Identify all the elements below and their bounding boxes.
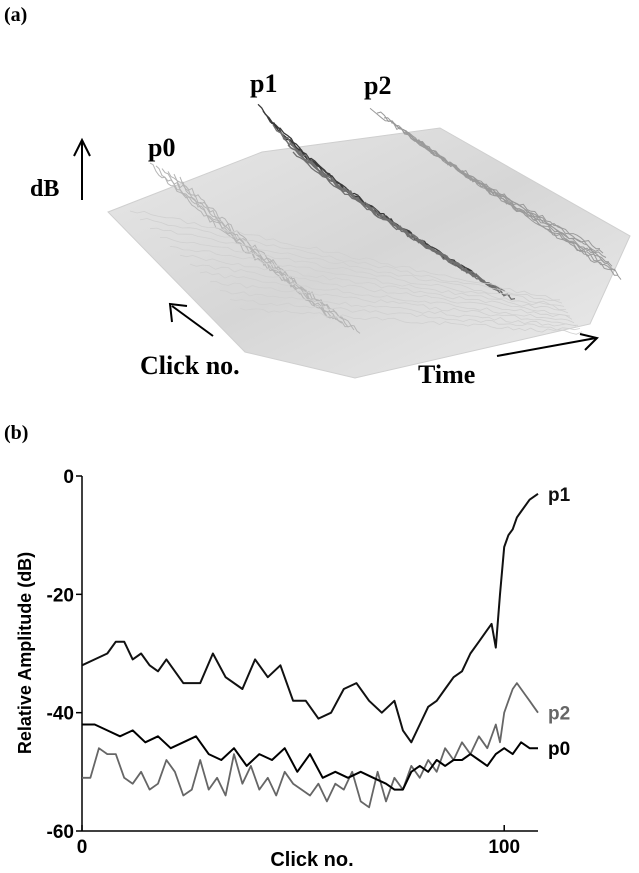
surface-ridge xyxy=(411,136,619,276)
surface-base xyxy=(107,127,631,379)
series-line-p2 xyxy=(82,682,539,809)
surface-ridge xyxy=(179,176,361,334)
db-arrow-head xyxy=(73,137,91,157)
y-tick-label: 0 xyxy=(63,467,74,488)
panel-b-label: (b) xyxy=(4,422,29,444)
y-tick-label: -40 xyxy=(47,704,74,725)
series-labels: p1 p2 p0 xyxy=(548,485,571,760)
surface-ridge xyxy=(229,299,581,331)
surface-ridge xyxy=(129,210,561,301)
surface-ridge xyxy=(149,227,565,307)
series-label-p2: p2 xyxy=(548,704,570,725)
surface-ridge xyxy=(173,173,355,331)
surface-ridge xyxy=(160,237,567,311)
surface-ridges xyxy=(129,103,622,335)
db-label: dB xyxy=(30,176,59,202)
peak-label-p2: p2 xyxy=(364,71,391,100)
surface-ridge xyxy=(169,246,569,314)
series-line-p0 xyxy=(82,723,538,791)
series-line-p1 xyxy=(81,492,539,744)
surface-ridge xyxy=(219,290,579,327)
surface-ridge xyxy=(287,144,511,296)
time-axis-label: Time xyxy=(418,360,475,389)
click-axis-label: Click no. xyxy=(140,351,240,380)
surface-ridge xyxy=(292,151,516,301)
surface-ridge xyxy=(179,254,571,317)
peak-label-p0: p0 xyxy=(148,133,175,162)
surface-ridge xyxy=(199,271,575,324)
click-arrow xyxy=(171,305,214,337)
time-arrow-head xyxy=(579,333,599,351)
click-arrow-head xyxy=(168,302,188,323)
surface-ridge xyxy=(418,140,622,280)
x-axis-label: Click no. xyxy=(270,849,353,871)
y-tick-label: -60 xyxy=(47,822,74,843)
y-tick-label: -20 xyxy=(47,585,74,606)
surface-ridge xyxy=(189,263,573,320)
x-ticks: 0 100 xyxy=(77,825,520,858)
surface-ridge xyxy=(239,307,583,335)
x-tick-label: 0 xyxy=(77,837,88,858)
y-ticks: 0 -20 -40 -60 xyxy=(47,467,82,843)
y-axis-label: Relative Amplitude (dB) xyxy=(15,552,35,754)
peak-label-p1: p1 xyxy=(250,69,277,98)
time-arrow xyxy=(496,337,597,357)
surface-ridge xyxy=(139,218,563,304)
panel-a-label: (a) xyxy=(4,4,28,26)
x-tick-label: 100 xyxy=(488,837,520,858)
line-chart: 0 -20 -40 -60 0 100 p1 p2 p0 Relative Amplitud… xyxy=(15,467,571,871)
series-lines xyxy=(81,492,539,809)
series-label-p0: p0 xyxy=(548,739,570,760)
surface-ridge xyxy=(209,280,577,327)
series-label-p1: p1 xyxy=(548,485,571,506)
surface-plot: dB Click no. Time p0 p1 p2 xyxy=(30,69,631,389)
